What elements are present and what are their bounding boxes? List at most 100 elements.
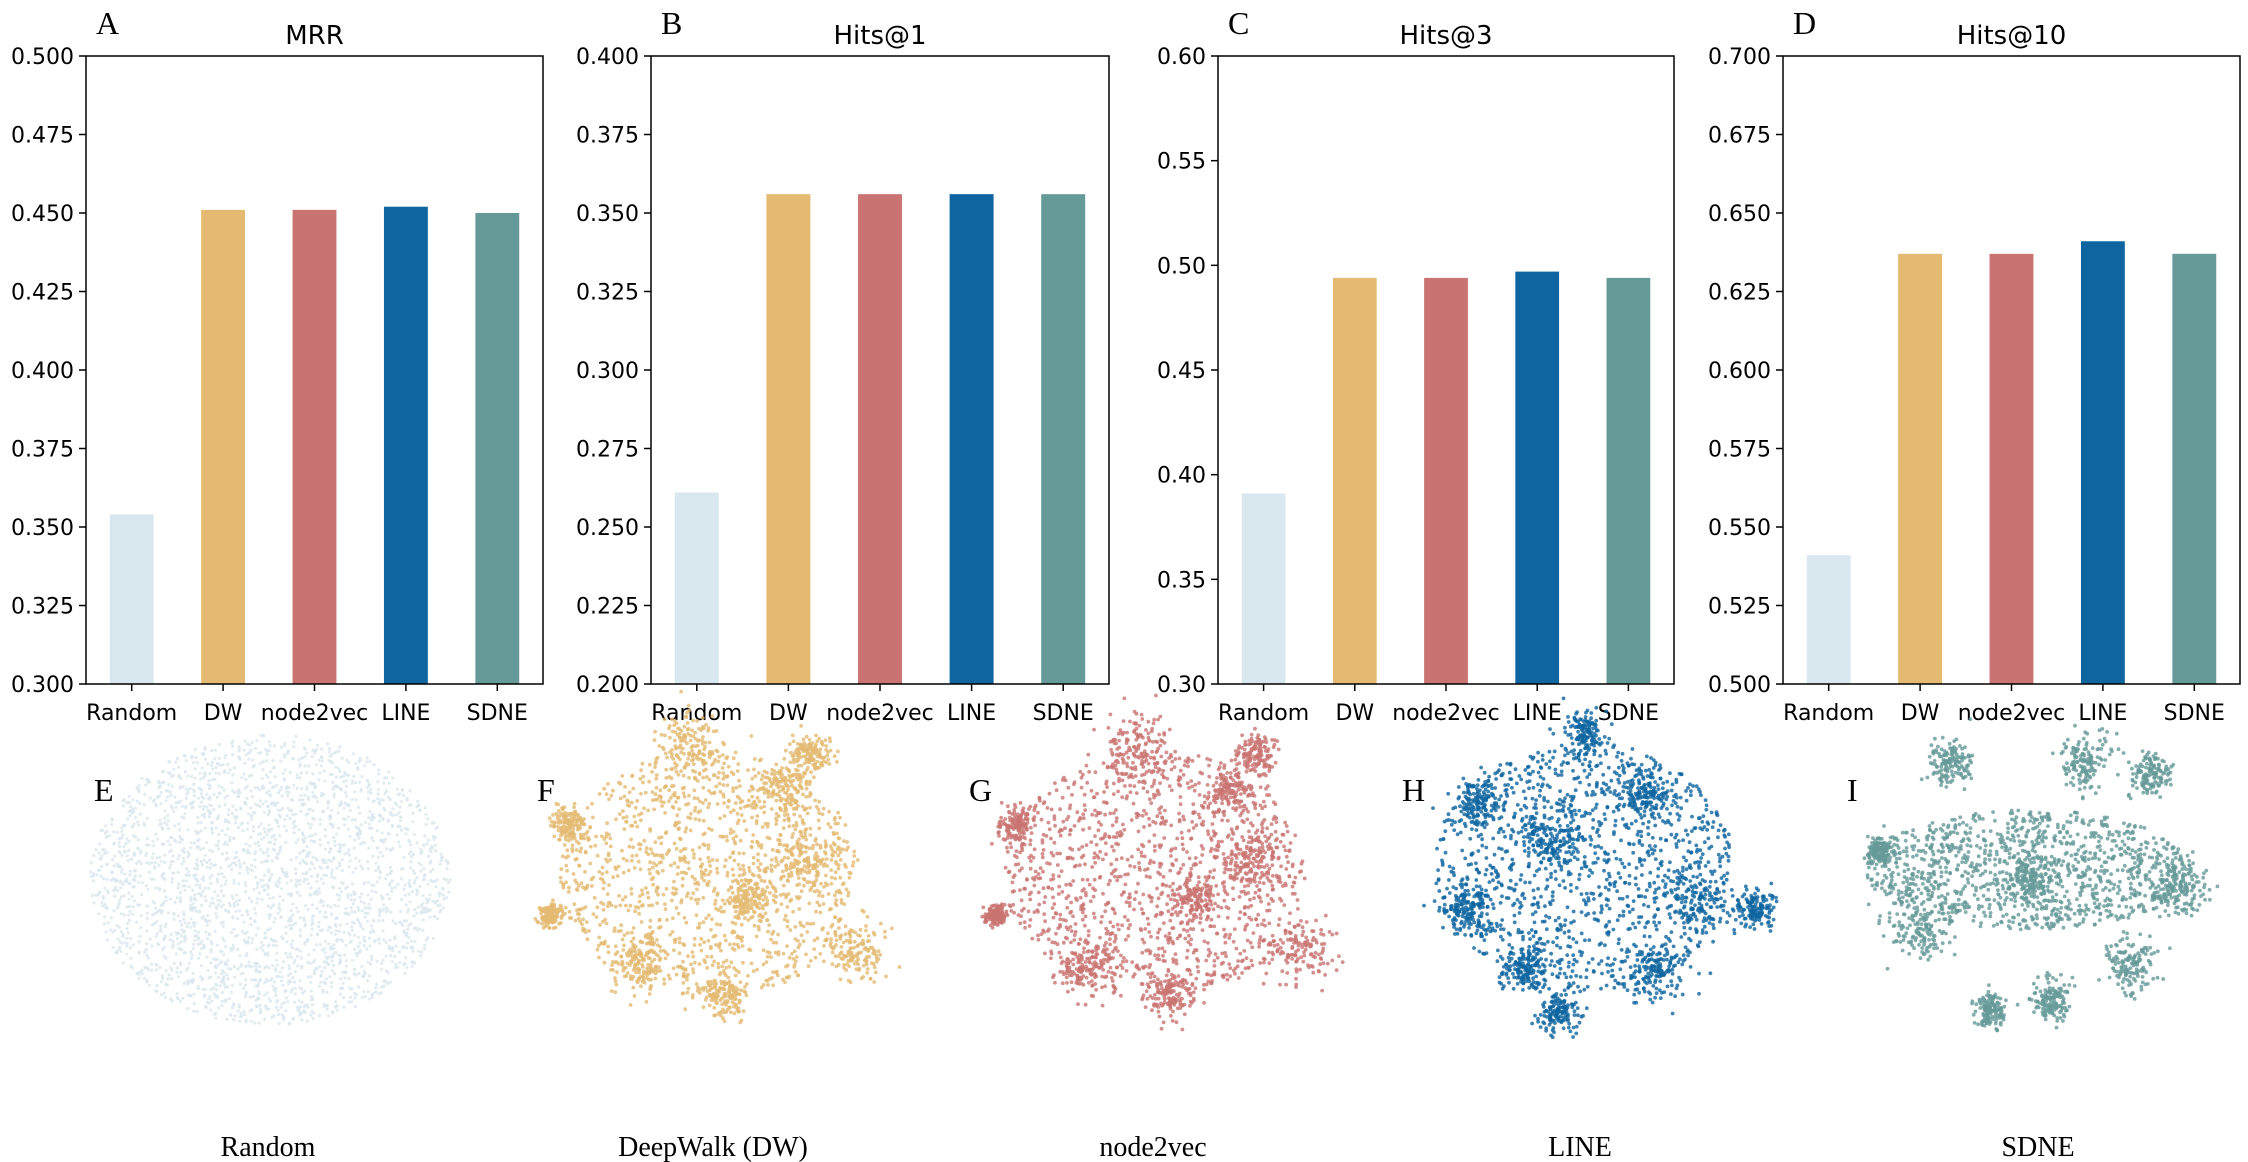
embedding-point (622, 827, 627, 832)
embedding-point (385, 980, 389, 984)
embedding-point (632, 814, 637, 819)
embedding-point (296, 964, 300, 968)
embedding-point (220, 990, 225, 995)
x-tick-label: DW (1335, 701, 1374, 726)
embedding-point (614, 817, 618, 822)
embedding-point (168, 938, 172, 942)
embedding-point (753, 882, 757, 887)
embedding-point (349, 925, 354, 929)
embedding-point (284, 925, 288, 929)
embedding-point (120, 853, 124, 858)
embedding-point (647, 992, 652, 996)
embedding-point (653, 976, 658, 981)
embedding-point (131, 798, 135, 802)
embedding-point (585, 937, 590, 942)
embedding-point (145, 942, 149, 946)
embedding-point (231, 943, 235, 947)
embedding-point (247, 936, 251, 940)
embedding-point (341, 981, 345, 985)
embedding-point (833, 870, 838, 875)
embedding-point (812, 938, 817, 943)
embedding-point (681, 959, 685, 964)
embedding-point (208, 876, 212, 880)
embedding-point (680, 883, 685, 888)
embedding-point (292, 740, 296, 744)
embedding-point (350, 882, 354, 886)
embedding-point (251, 994, 255, 999)
embedding-point (732, 839, 737, 844)
embedding-point (358, 922, 362, 926)
embedding-point (779, 875, 784, 880)
embedding-point (359, 924, 363, 929)
embedding-point (176, 857, 180, 861)
embedding-point (675, 763, 679, 768)
embedding-point (697, 818, 702, 822)
embedding-point (423, 877, 427, 881)
embedding-point (702, 768, 706, 773)
embedding-point (783, 980, 787, 985)
embedding-point (150, 968, 154, 972)
embedding-point (248, 743, 252, 747)
embedding-point (234, 909, 238, 914)
x-tick-label: Random (1218, 701, 1309, 726)
embedding-point (867, 939, 871, 943)
embedding-point (174, 952, 178, 956)
embedding-point (217, 756, 221, 760)
embedding-point (784, 895, 788, 900)
embedding-point (365, 947, 369, 951)
embedding-point (298, 798, 302, 802)
embedding-point (279, 745, 284, 749)
bar-B-node2vec (858, 194, 902, 684)
embedding-point (332, 835, 336, 840)
embedding-point (319, 877, 323, 881)
embedding-point (303, 924, 307, 928)
embedding-point (703, 960, 708, 965)
embedding-point (253, 842, 257, 846)
embedding-point (112, 830, 116, 834)
embedding-point (678, 735, 682, 740)
embedding-point (115, 950, 119, 955)
embedding-point (263, 931, 267, 935)
embedding-point (340, 756, 344, 760)
embedding-point (435, 878, 439, 882)
embedding-point (605, 892, 610, 896)
embedding-point (710, 917, 714, 921)
embedding-point (200, 813, 204, 817)
embedding-point (291, 923, 295, 927)
embedding-point (343, 976, 347, 980)
embedding-point (126, 913, 131, 917)
embedding-point (382, 979, 386, 983)
embedding-point (284, 951, 288, 956)
embedding-point (413, 878, 417, 883)
bar-D-Random (1806, 555, 1851, 684)
embedding-point (184, 867, 189, 871)
embedding-point (824, 842, 828, 847)
embedding-point (692, 808, 697, 813)
embedding-point (842, 839, 846, 843)
embedding-point (769, 937, 773, 942)
embedding-point (166, 795, 170, 799)
embedding-point (759, 843, 764, 847)
bar-C-DW (1332, 277, 1377, 684)
embedding-point (670, 930, 675, 934)
embedding-point (705, 966, 710, 970)
embedding-point (156, 795, 160, 799)
x-tick-label: Random (1783, 701, 1874, 726)
embedding-point (714, 748, 719, 753)
embedding-point (811, 843, 815, 848)
embedding-point (721, 777, 726, 781)
embedding-point (223, 908, 227, 912)
embedding-point (175, 932, 179, 936)
embedding-point (271, 785, 275, 790)
embedding-point (173, 824, 177, 828)
embedding-point (388, 798, 392, 802)
embedding-point (883, 935, 887, 940)
embedding-point (280, 869, 284, 873)
embedding-point (353, 947, 357, 952)
embedding-point (203, 987, 208, 991)
embedding-point (286, 794, 290, 798)
embedding-point (398, 805, 402, 809)
embedding-point (259, 733, 263, 737)
embedding-point (122, 913, 126, 917)
embedding-point (326, 801, 330, 805)
